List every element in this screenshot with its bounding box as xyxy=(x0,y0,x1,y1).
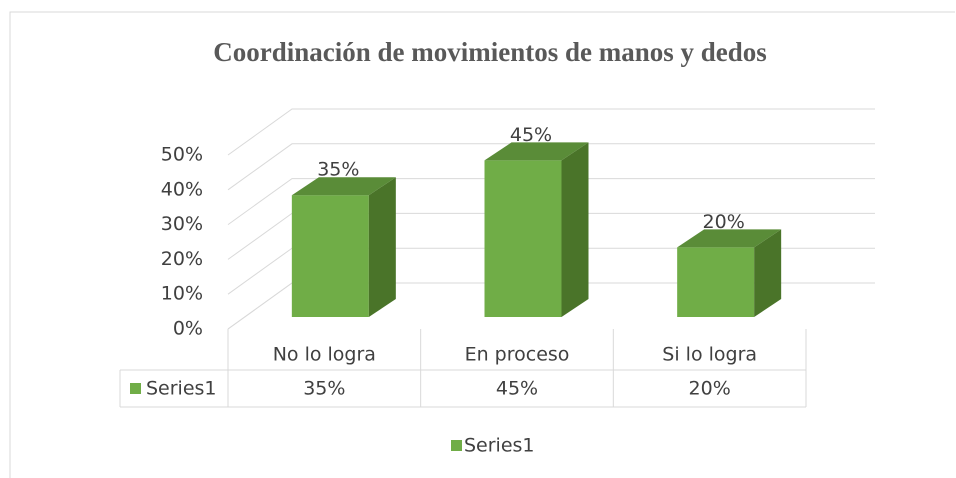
data-label: 45% xyxy=(510,124,552,146)
table-series-name: Series1 xyxy=(146,378,217,400)
bar-top xyxy=(291,177,396,196)
x-tick-label: Si lo logra xyxy=(662,344,757,366)
grid-line xyxy=(227,143,875,191)
bar xyxy=(677,247,755,317)
table-value: 45% xyxy=(496,378,538,400)
bar xyxy=(484,160,562,317)
grid-line xyxy=(227,178,875,226)
bar-side xyxy=(754,229,782,317)
legend-label: Series1 xyxy=(464,435,535,457)
bar xyxy=(291,195,369,317)
table-key xyxy=(130,383,141,394)
bar-side xyxy=(368,177,396,317)
y-tick-label: 20% xyxy=(161,248,203,270)
x-tick-label: No lo logra xyxy=(273,344,376,366)
table-value: 20% xyxy=(689,378,731,400)
y-tick-label: 0% xyxy=(173,318,203,340)
x-tick-label: En proceso xyxy=(465,344,570,366)
y-tick-label: 40% xyxy=(161,178,203,200)
y-tick-label: 30% xyxy=(161,213,203,235)
table-value: 35% xyxy=(303,378,345,400)
y-tick-label: 10% xyxy=(161,283,203,305)
chart-title: Coordinación de movimientos de manos y d… xyxy=(213,37,767,67)
data-label: 35% xyxy=(317,159,359,181)
bar-top xyxy=(484,142,589,161)
chart-border xyxy=(9,11,955,478)
grid-line xyxy=(227,108,875,156)
data-label: 20% xyxy=(703,211,745,233)
y-tick-label: 50% xyxy=(161,144,203,166)
legend-key xyxy=(451,440,462,451)
bar-side xyxy=(561,142,589,317)
bar-top xyxy=(677,229,782,248)
